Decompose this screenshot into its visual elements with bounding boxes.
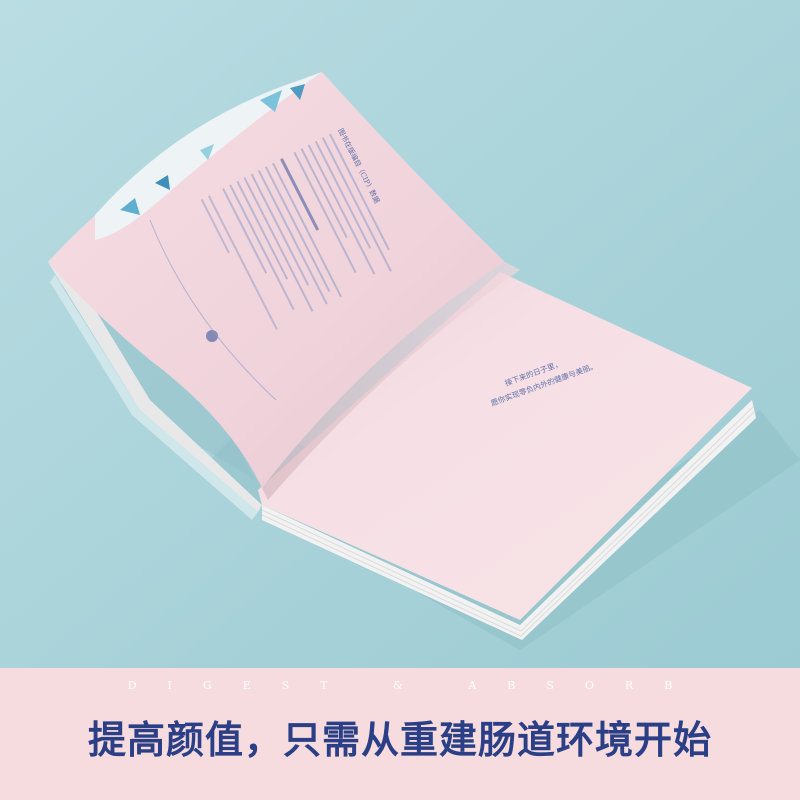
- cover-pattern-1: [120, 198, 140, 215]
- publisher-logo: [206, 330, 218, 342]
- open-book-photo: 图书在版编目（CIP）数据 接下来的日子里， 愿你实现零负内外的健康与美丽。: [0, 0, 800, 668]
- cover-pattern-5: [200, 144, 214, 160]
- cover-pattern-3: [260, 90, 282, 112]
- page-rule-line: [149, 219, 277, 401]
- headline: 提高颜值，只需从重建肠道环境开始: [87, 718, 712, 762]
- right-page: [258, 272, 752, 620]
- right-page-edge-lines: [261, 406, 755, 637]
- page-curl-shading: [262, 262, 520, 500]
- cover-pattern-4: [290, 84, 305, 100]
- left-cover-edge: [50, 275, 258, 520]
- caption-band: [0, 668, 800, 800]
- tagline: DIGEST & ABSORB: [127, 679, 704, 692]
- copyright-text-block: 图书在版编目（CIP）数据: [200, 127, 392, 330]
- cover-pattern-2: [155, 175, 170, 190]
